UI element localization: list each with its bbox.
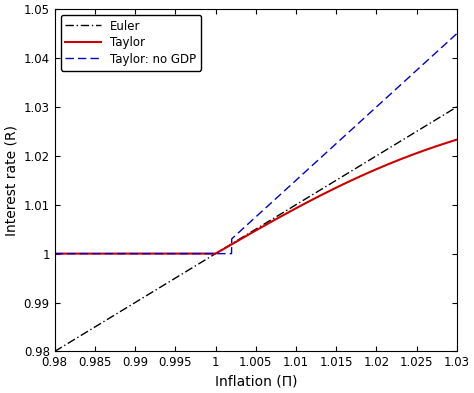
Euler xyxy=(442,112,448,116)
Taylor: no GDP: (1.03, 1.04): no GDP: (1.03, 1.04) xyxy=(442,42,448,47)
Taylor: no GDP: (1.03, 1.04): no GDP: (1.03, 1.04) xyxy=(454,31,460,36)
Line: Taylor: Taylor xyxy=(55,140,457,253)
Taylor: no GDP: (0.983, 1): no GDP: (0.983, 1) xyxy=(73,251,78,256)
Euler xyxy=(442,112,448,117)
Taylor: no GDP: (0.98, 1): no GDP: (0.98, 1) xyxy=(52,251,57,256)
Legend: Euler, Taylor, Taylor: no GDP: Euler, Taylor, Taylor: no GDP xyxy=(61,15,201,71)
Taylor xyxy=(73,251,78,256)
Taylor xyxy=(247,231,253,236)
Taylor xyxy=(237,237,242,242)
Y-axis label: Interest rate (R): Interest rate (R) xyxy=(4,125,18,236)
Euler xyxy=(454,105,460,109)
Euler xyxy=(368,156,374,161)
Euler xyxy=(73,336,78,341)
Taylor: no GDP: (1.03, 1.04): no GDP: (1.03, 1.04) xyxy=(442,42,448,47)
Line: Euler: Euler xyxy=(55,107,457,351)
Taylor: no GDP: (1.02, 1.03): no GDP: (1.02, 1.03) xyxy=(368,109,374,114)
Taylor xyxy=(442,141,448,146)
X-axis label: Inflation (Π): Inflation (Π) xyxy=(215,375,297,389)
Taylor xyxy=(368,169,374,174)
Euler xyxy=(237,237,242,241)
Taylor xyxy=(454,137,460,142)
Taylor: no GDP: (1, 1): no GDP: (1, 1) xyxy=(237,230,242,234)
Taylor: no GDP: (1, 1.01): no GDP: (1, 1.01) xyxy=(247,220,253,224)
Euler xyxy=(247,230,253,235)
Euler xyxy=(52,349,57,354)
Taylor xyxy=(52,251,57,256)
Taylor xyxy=(442,141,448,146)
Line: Taylor: no GDP: Taylor: no GDP xyxy=(55,34,457,253)
